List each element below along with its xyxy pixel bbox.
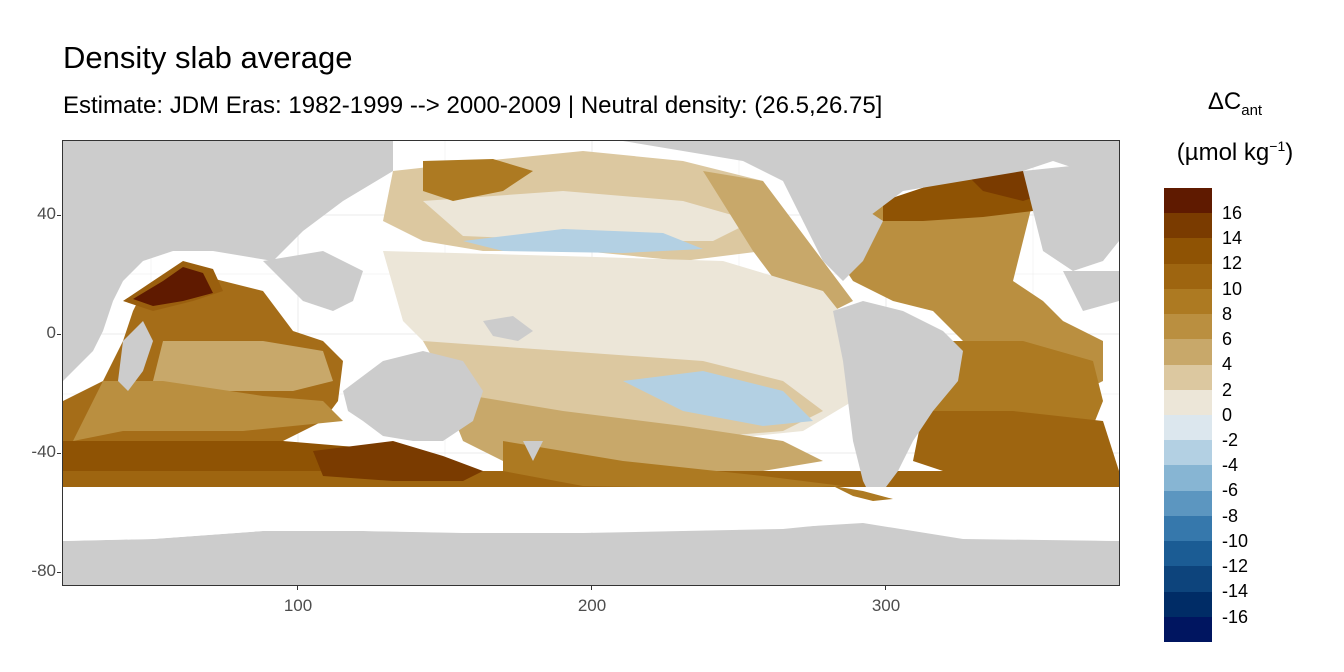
legend-label: -16 [1222, 606, 1249, 627]
legend-color-swatch [1164, 389, 1212, 415]
legend-color-swatch [1164, 515, 1212, 542]
y-tick-mark [57, 453, 61, 454]
legend-label: 16 [1222, 203, 1243, 223]
legend-color-swatch [1164, 263, 1212, 289]
no-data-band [63, 487, 1119, 541]
legend-label: -8 [1222, 505, 1239, 526]
legend-label: -2 [1222, 429, 1239, 450]
legend-color-swatch [1164, 490, 1212, 516]
legend-color-swatch [1164, 541, 1212, 567]
legend-color-swatch [1164, 339, 1212, 365]
x-tick-mark [591, 586, 592, 590]
legend-color-swatch [1164, 414, 1212, 441]
legend-units: (µmol kg−1) [1176, 138, 1294, 166]
legend-colorbar [1164, 188, 1212, 642]
legend-color-swatch [1164, 364, 1212, 390]
legend-label: -10 [1222, 530, 1249, 551]
y-tick-mark [57, 334, 61, 335]
legend-label: 12 [1222, 253, 1243, 274]
legend-label: 8 [1222, 303, 1233, 324]
x-tick-label: 100 [283, 596, 313, 615]
legend-color-swatch [1164, 465, 1212, 491]
legend-color-swatch [1164, 288, 1212, 315]
legend-color-swatch [1164, 238, 1212, 264]
land-masses [63, 141, 1119, 501]
legend-label: 2 [1222, 379, 1233, 400]
legend-label: -14 [1222, 581, 1249, 602]
legend-color-swatch [1164, 616, 1212, 642]
x-tick-mark [297, 586, 298, 590]
y-tick-label: -40 [31, 442, 56, 461]
y-tick-mark [57, 215, 61, 216]
legend-label: 4 [1222, 354, 1233, 375]
legend-label: 10 [1222, 278, 1243, 299]
legend-color-swatch [1164, 566, 1212, 592]
legend-title: ΔCant [1207, 88, 1263, 119]
y-tick-mark [57, 572, 61, 573]
y-tick-label: 0 [46, 323, 56, 342]
x-tick-label: 300 [871, 596, 901, 615]
africa-land [63, 141, 393, 381]
ocean-data [63, 151, 1119, 489]
x-tick-label: 200 [577, 596, 607, 615]
legend-label: 6 [1222, 329, 1233, 350]
legend-color-swatch [1164, 188, 1212, 214]
x-tick-mark [885, 586, 886, 590]
plot-subtitle: Estimate: JDM Eras: 1982-1999 --> 2000-2… [63, 92, 883, 119]
y-tick-label: 40 [37, 204, 56, 223]
legend-color-swatch [1164, 440, 1212, 466]
legend-color-swatch [1164, 213, 1212, 239]
plot-title: Density slab average [63, 40, 353, 75]
antarctica-land [63, 519, 1119, 585]
legend-label: 14 [1222, 228, 1243, 249]
legend-label: -12 [1222, 556, 1249, 577]
legend-label: 0 [1222, 404, 1233, 425]
south-america-land [833, 301, 963, 501]
map-svg [63, 141, 1119, 585]
map-panel [62, 140, 1120, 586]
legend-color-swatch [1164, 314, 1212, 340]
north-america-land [623, 141, 1119, 251]
australia-land [343, 351, 483, 441]
legend-color-swatch [1164, 591, 1212, 617]
legend-label: -6 [1222, 480, 1239, 501]
legend-label: -4 [1222, 455, 1239, 476]
y-tick-label: -80 [31, 561, 56, 580]
